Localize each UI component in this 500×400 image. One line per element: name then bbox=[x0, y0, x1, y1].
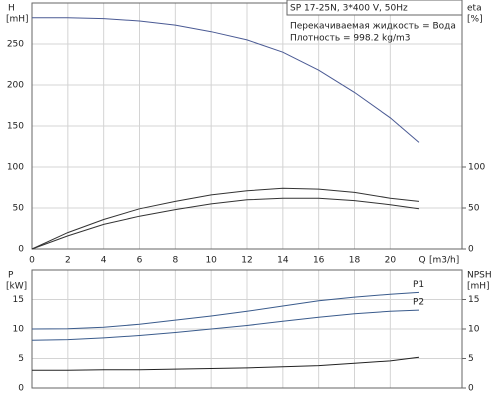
y-tick-label: 10 bbox=[13, 325, 25, 335]
y2-axis-unit: [mH] bbox=[467, 282, 490, 292]
y-tick-label: 15 bbox=[13, 295, 24, 305]
x-axis-label: Q bbox=[418, 256, 425, 266]
x-tick-label: 16 bbox=[313, 256, 325, 266]
y-axis-label: P bbox=[8, 271, 14, 281]
y-axis-label: H bbox=[8, 4, 15, 14]
series-label: P1 bbox=[413, 280, 424, 290]
annotation: Перекачиваемая жидкость = Вода bbox=[290, 22, 456, 32]
series-line bbox=[31, 187, 420, 250]
annotation: Плотность = 998.2 kg/m3 bbox=[290, 34, 411, 44]
x-tick-label: 18 bbox=[349, 256, 361, 266]
y2-axis-label: NPSH bbox=[467, 271, 492, 281]
y2-tick-label: 50 bbox=[468, 204, 480, 214]
x-tick-label: 20 bbox=[385, 256, 397, 266]
y2-axis-label: eta bbox=[467, 4, 482, 14]
y-tick-label: 0 bbox=[18, 384, 24, 394]
y-axis-unit: [kW] bbox=[6, 282, 27, 292]
series-line bbox=[32, 17, 420, 143]
y2-tick-label: 0 bbox=[468, 384, 474, 394]
series-line bbox=[32, 356, 420, 371]
series-label: P2 bbox=[413, 298, 424, 308]
x-tick-label: 12 bbox=[241, 256, 252, 266]
x-tick-label: 8 bbox=[172, 256, 178, 266]
x-tick-label: 14 bbox=[277, 256, 289, 266]
y-tick-label: 100 bbox=[7, 163, 24, 173]
y2-tick-label: 0 bbox=[468, 245, 474, 255]
series-line bbox=[31, 197, 420, 250]
y-tick-label: 150 bbox=[7, 122, 24, 132]
y2-tick-label: 100 bbox=[468, 163, 485, 173]
x-tick-label: 4 bbox=[101, 256, 107, 266]
y-tick-label: 5 bbox=[18, 354, 24, 364]
x-tick-label: 2 bbox=[65, 256, 71, 266]
y2-tick-label: 10 bbox=[468, 325, 480, 335]
y2-tick-label: 5 bbox=[468, 354, 474, 364]
y-tick-label: 250 bbox=[7, 40, 24, 50]
y2-axis-unit: [%] bbox=[467, 15, 483, 25]
series-line bbox=[31, 309, 420, 341]
chart-title: SP 17-25N, 3*400 V, 50Hz bbox=[290, 4, 408, 14]
y-tick-label: 0 bbox=[18, 245, 24, 255]
x-tick-label: 10 bbox=[205, 256, 217, 266]
y-tick-label: 50 bbox=[13, 204, 25, 214]
plot-frame bbox=[31, 2, 463, 250]
series-line bbox=[31, 291, 420, 330]
y-axis-unit: [mH] bbox=[6, 15, 29, 25]
x-tick-label: 6 bbox=[137, 256, 143, 266]
y-tick-label: 200 bbox=[7, 81, 24, 91]
y2-tick-label: 15 bbox=[468, 295, 479, 305]
x-tick-label: 0 bbox=[29, 256, 35, 266]
x-axis-unit: [m3/h] bbox=[429, 256, 459, 266]
title-box bbox=[286, 0, 463, 16]
